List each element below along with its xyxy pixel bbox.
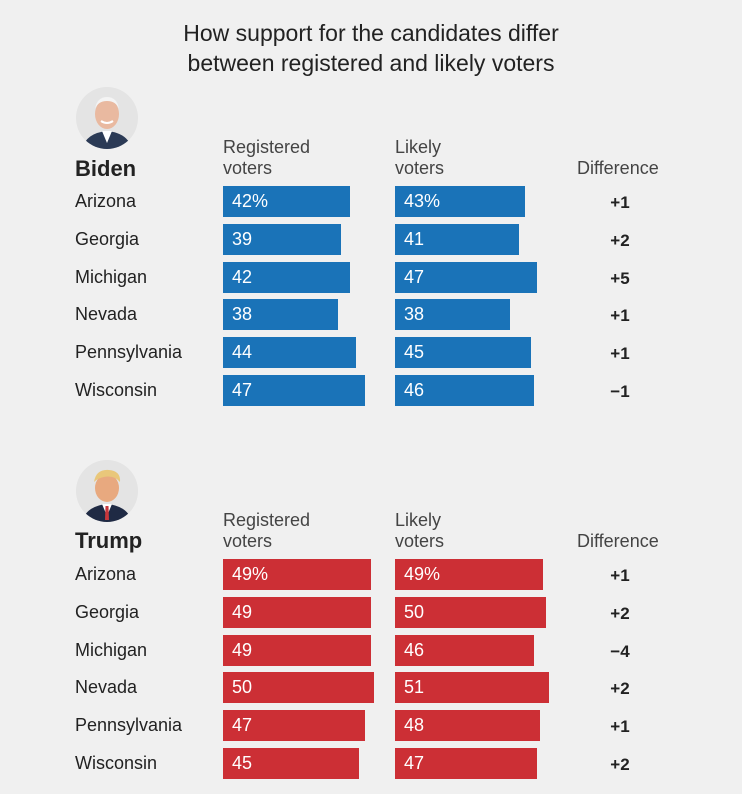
state-label: Pennsylvania	[75, 342, 183, 363]
state-label: Wisconsin	[75, 380, 158, 400]
difference-value: +1	[610, 344, 630, 364]
difference-value: +2	[610, 679, 630, 699]
bar-value-label: 47	[232, 715, 253, 736]
state-label: Nevada	[75, 677, 138, 698]
bar-value-label: 39	[232, 228, 253, 249]
state-label: Georgia	[75, 228, 140, 249]
likely-header-line-2: voters	[395, 158, 445, 178]
difference-value: −1	[610, 382, 630, 401]
registered-voters-bar: 47	[223, 710, 365, 742]
likely-header-line-1: Likely	[395, 137, 442, 157]
likely-voters-header: Likely voters	[395, 510, 444, 552]
likely-voters-bar: 41	[395, 223, 519, 255]
title-line-1: How support for the candidates differ	[183, 20, 559, 46]
likely-voters-bar: 46	[395, 634, 534, 666]
difference-value: +1	[610, 717, 630, 737]
bar-value-label: 49%	[232, 564, 269, 584]
bar-value-label: 44	[232, 342, 253, 363]
title-line-2: between registered and likely voters	[187, 50, 555, 76]
bar-value-label: 49%	[404, 564, 441, 584]
bar-value-label: 38	[404, 304, 425, 325]
registered-voters-bar: 45	[223, 748, 359, 779]
registered-voters-header: Registered voters	[223, 137, 310, 179]
bar-value-label: 50	[232, 677, 253, 698]
state-label: Pennsylvania	[75, 715, 183, 736]
bar-value-label: 42	[232, 266, 253, 287]
likely-voters-bar: 47	[395, 261, 537, 293]
registered-voters-bar: 47	[223, 375, 365, 406]
bar-value-label: 48	[404, 715, 425, 736]
bar-value-label: 38	[232, 304, 253, 325]
bar-value-label: 42%	[232, 191, 269, 211]
likely-voters-bar: 49%	[395, 559, 543, 590]
likely-voters-bar: 47	[395, 748, 537, 779]
likely-voters-bar: 51	[395, 672, 550, 704]
difference-value: +1	[610, 306, 630, 326]
difference-value: −4	[610, 641, 630, 661]
difference-header: Difference	[577, 531, 659, 551]
candidate-name: Trump	[75, 528, 143, 553]
difference-header: Difference	[577, 158, 659, 178]
state-label: Georgia	[75, 601, 140, 622]
likely-voters-bar: 50	[395, 596, 546, 628]
bar-value-label: 43%	[404, 191, 441, 211]
trump-section: Trump Registered voters Likely voters Di…	[0, 460, 742, 790]
registered-voters-header: Registered voters	[223, 510, 310, 552]
registered-voters-bar: 39	[223, 223, 341, 255]
registered-voters-bar: 50	[223, 672, 374, 704]
difference-value: +2	[610, 230, 630, 250]
registered-header-line-1: Registered	[223, 137, 311, 157]
state-label: Michigan	[75, 639, 148, 660]
biden-section: Biden Registered voters Likely voters Di…	[0, 87, 742, 417]
bar-value-label: 49	[232, 601, 253, 622]
bar-value-label: 46	[404, 639, 425, 660]
registered-header-line-2: voters	[223, 158, 273, 178]
difference-value: +1	[610, 193, 630, 212]
bar-value-label: 50	[404, 601, 425, 622]
difference-value: +2	[610, 755, 630, 774]
registered-voters-bar: 44	[223, 337, 356, 369]
bar-value-label: 45	[404, 342, 425, 363]
bar-value-label: 47	[404, 266, 425, 287]
state-label: Nevada	[75, 304, 138, 325]
likely-voters-bar: 45	[395, 337, 531, 369]
chart-title: How support for the candidates differ be…	[0, 18, 742, 78]
registered-voters-bar: 42%	[223, 186, 350, 217]
bar-value-label: 41	[404, 228, 425, 249]
bar-value-label: 46	[404, 380, 425, 400]
registered-voters-bar: 38	[223, 299, 338, 331]
likely-voters-bar: 46	[395, 375, 534, 406]
likely-header-line-1: Likely	[395, 510, 442, 530]
bar-value-label: 47	[404, 753, 425, 773]
difference-value: +5	[610, 268, 630, 288]
state-label: Arizona	[75, 564, 137, 584]
registered-voters-bar: 49	[223, 596, 371, 628]
registered-header-line-1: Registered	[223, 510, 311, 530]
state-label: Arizona	[75, 191, 137, 211]
likely-voters-bar: 48	[395, 710, 540, 742]
biden-portrait-icon	[76, 87, 138, 149]
difference-value: +1	[610, 566, 630, 585]
registered-voters-bar: 42	[223, 261, 350, 293]
registered-voters-bar: 49%	[223, 559, 371, 590]
likely-voters-bar: 38	[395, 299, 510, 331]
bar-value-label: 47	[232, 380, 253, 400]
bar-value-label: 45	[232, 753, 253, 773]
bar-value-label: 51	[404, 677, 425, 698]
candidate-name: Biden	[75, 156, 137, 181]
difference-value: +2	[610, 603, 630, 623]
registered-header-line-2: voters	[223, 531, 273, 551]
likely-voters-bar: 43%	[395, 186, 525, 217]
registered-voters-bar: 49	[223, 634, 371, 666]
likely-voters-header: Likely voters	[395, 137, 444, 179]
state-label: Michigan	[75, 266, 148, 287]
state-label: Wisconsin	[75, 753, 158, 773]
likely-header-line-2: voters	[395, 531, 445, 551]
trump-portrait-icon	[76, 460, 138, 522]
bar-value-label: 49	[232, 639, 253, 660]
